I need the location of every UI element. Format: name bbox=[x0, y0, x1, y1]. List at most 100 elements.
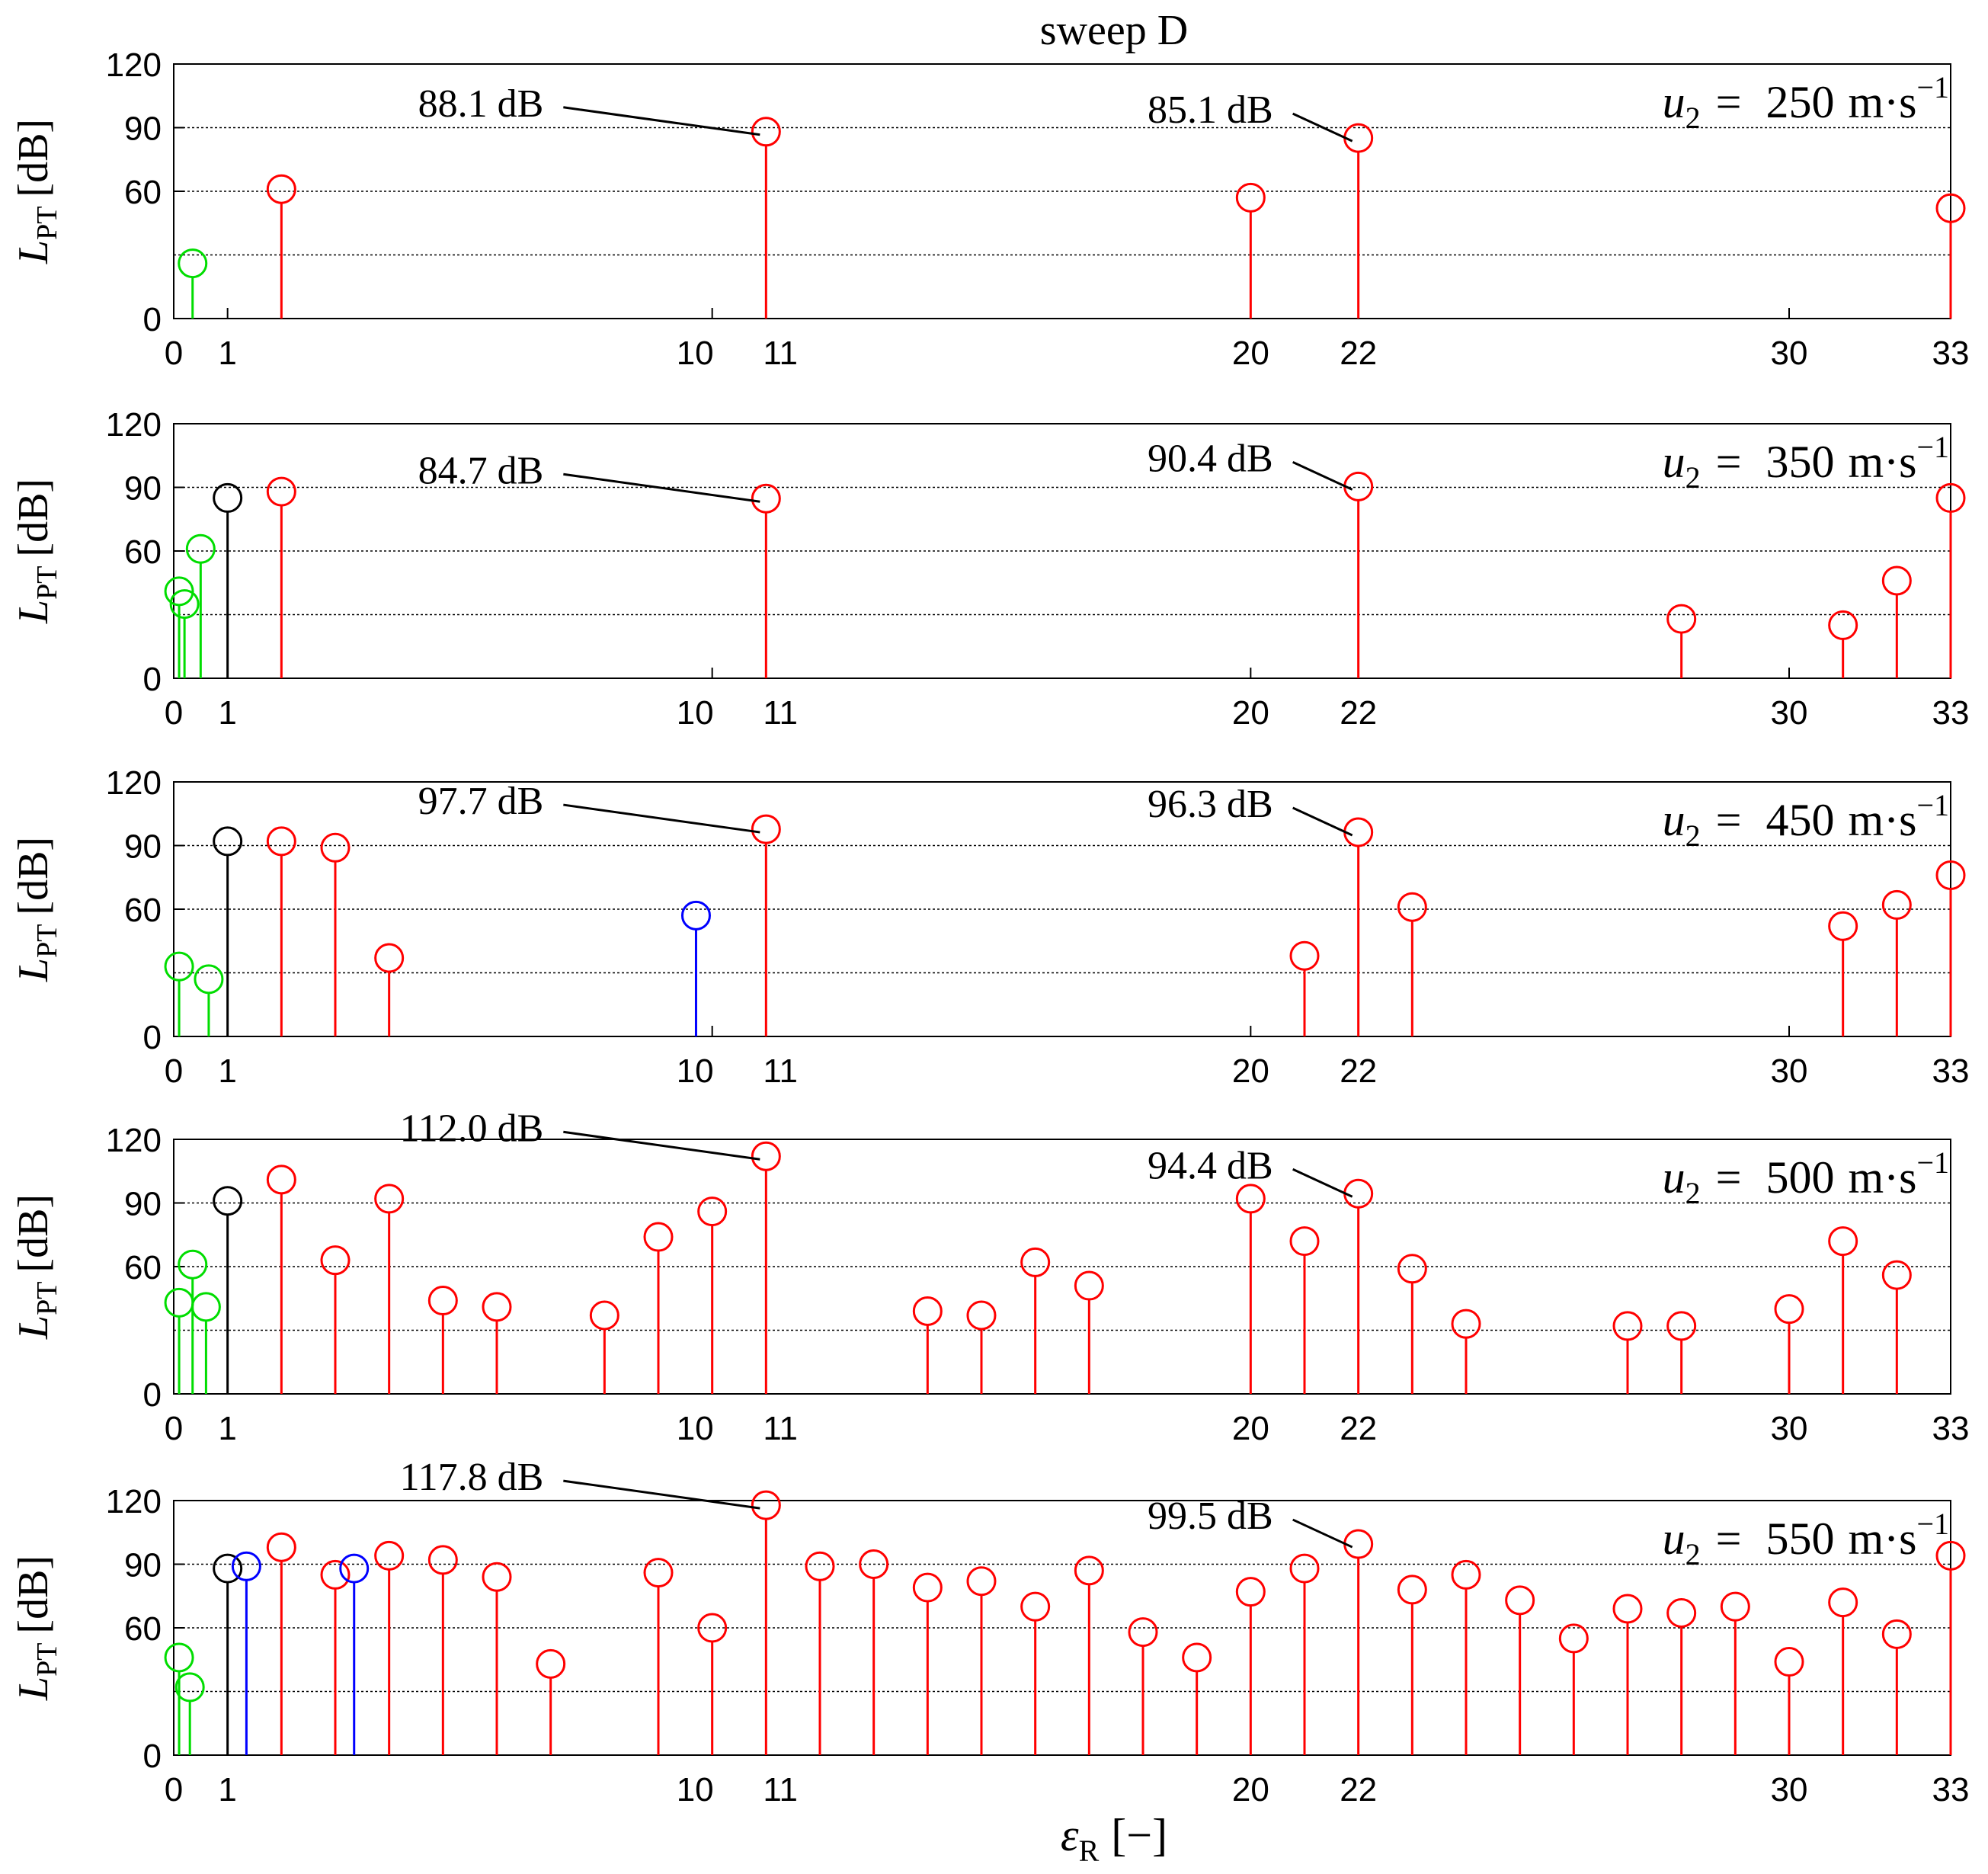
stem-marker bbox=[1074, 1555, 1104, 1586]
annotation-text: 88.1 dB bbox=[418, 82, 544, 126]
stem-marker bbox=[169, 589, 200, 620]
stem-red bbox=[482, 1562, 512, 1755]
stem-red bbox=[1558, 1623, 1589, 1755]
stem-marker bbox=[374, 943, 405, 973]
stem-red bbox=[1612, 1594, 1643, 1755]
speed-unit: m·s bbox=[1848, 77, 1916, 127]
peak-annotation: 96.3 dB bbox=[1148, 783, 1353, 837]
y-tick-label: 90 bbox=[124, 1547, 162, 1584]
stem-red bbox=[1289, 940, 1320, 1036]
speed-label: u2 = 350 m·s−1 bbox=[1663, 430, 1949, 495]
y-axis-symbol: L bbox=[10, 1315, 57, 1340]
stem-black bbox=[213, 826, 243, 1036]
peak-annotation: 112.0 dB bbox=[400, 1107, 760, 1161]
stem-marker bbox=[697, 1613, 728, 1643]
x-tick-label: 22 bbox=[1340, 1771, 1377, 1808]
x-tick-label: 20 bbox=[1232, 1410, 1269, 1447]
stem-red bbox=[1881, 565, 1912, 678]
stem-red bbox=[751, 1490, 781, 1755]
x-tick-label: 30 bbox=[1771, 335, 1808, 372]
stem-red bbox=[1881, 1260, 1912, 1394]
annotation-leader bbox=[563, 106, 760, 136]
stem-red bbox=[1666, 604, 1697, 678]
stem-green bbox=[169, 589, 200, 678]
stem-green bbox=[178, 1249, 208, 1394]
speed-equals: = bbox=[1716, 1152, 1742, 1203]
stem-marker bbox=[194, 964, 224, 995]
y-axis-label: LPT [dB] bbox=[10, 1555, 63, 1701]
stem-black bbox=[213, 482, 243, 678]
stem-marker bbox=[1828, 1226, 1858, 1257]
stem-red bbox=[374, 943, 405, 1036]
stem-red bbox=[1235, 1577, 1266, 1755]
stem-red bbox=[1074, 1555, 1104, 1755]
stem-marker bbox=[266, 174, 296, 204]
x-tick-label: 0 bbox=[165, 1052, 183, 1090]
x-tick-label: 1 bbox=[218, 694, 236, 732]
x-tick-label: 33 bbox=[1932, 335, 1970, 372]
speed-symbol: u bbox=[1663, 77, 1685, 127]
x-tick-label: 10 bbox=[677, 1052, 714, 1090]
stem-red bbox=[266, 1532, 296, 1755]
stem-red bbox=[859, 1549, 889, 1755]
stem-marker bbox=[185, 533, 216, 564]
x-tick-label: 22 bbox=[1340, 1410, 1377, 1447]
y-tick-label: 120 bbox=[106, 1483, 162, 1520]
stem-marker bbox=[266, 826, 296, 857]
stem-marker bbox=[190, 1292, 221, 1322]
stem-marker bbox=[751, 1490, 781, 1520]
annotation-leader bbox=[1292, 1168, 1353, 1198]
y-tick-label: 90 bbox=[124, 828, 162, 866]
stem-marker bbox=[1289, 1553, 1320, 1584]
stem-marker bbox=[1289, 1226, 1320, 1257]
annotation-text: 96.3 dB bbox=[1148, 783, 1273, 826]
speed-value: 350 bbox=[1766, 437, 1834, 487]
stem-marker bbox=[1774, 1294, 1804, 1325]
stem-marker bbox=[339, 1553, 370, 1584]
stem-red bbox=[912, 1296, 943, 1394]
peak-annotation: 85.1 dB bbox=[1148, 88, 1353, 143]
stem-marker bbox=[1020, 1247, 1051, 1277]
peak-annotation: 84.7 dB bbox=[418, 449, 760, 503]
stem-marker bbox=[751, 483, 781, 514]
annotation-leader bbox=[1292, 806, 1353, 837]
y-tick-label: 60 bbox=[124, 174, 162, 211]
speed-value: 250 bbox=[1766, 77, 1834, 127]
stem-red bbox=[697, 1196, 728, 1394]
stem-red bbox=[1451, 1309, 1481, 1394]
stem-marker bbox=[1235, 1184, 1266, 1214]
x-tick-label: 11 bbox=[763, 1410, 798, 1447]
stem-red bbox=[1397, 1254, 1427, 1394]
stem-marker bbox=[266, 1164, 296, 1195]
stem-marker bbox=[589, 1300, 619, 1331]
x-tick-label: 20 bbox=[1232, 1771, 1269, 1808]
y-tick-label: 120 bbox=[106, 406, 162, 444]
x-tick-label: 33 bbox=[1932, 1052, 1970, 1090]
annotation-leader bbox=[1292, 112, 1353, 143]
stem-black bbox=[213, 1553, 243, 1755]
stem-red bbox=[966, 1300, 997, 1394]
x-tick-label: 30 bbox=[1771, 694, 1808, 732]
x-tick-label: 0 bbox=[165, 694, 183, 732]
stem-green bbox=[185, 533, 216, 678]
stem-marker bbox=[1128, 1617, 1158, 1648]
speed-label: u2 = 500 m·s−1 bbox=[1663, 1145, 1949, 1210]
y-tick-label: 120 bbox=[106, 1122, 162, 1159]
stem-red bbox=[1020, 1591, 1051, 1755]
stem-red bbox=[751, 814, 781, 1036]
stem-green bbox=[164, 1642, 194, 1755]
stem-marker bbox=[1451, 1559, 1481, 1590]
annotation-leader bbox=[563, 803, 760, 834]
x-tick-label: 30 bbox=[1771, 1052, 1808, 1090]
y-axis-unit: [dB] bbox=[10, 119, 57, 197]
stem-marker bbox=[966, 1300, 997, 1331]
stem-marker bbox=[536, 1648, 566, 1679]
speed-value: 500 bbox=[1766, 1152, 1834, 1203]
stem-red bbox=[697, 1613, 728, 1755]
figure-title: sweep D bbox=[1040, 7, 1188, 54]
x-tick-label: 1 bbox=[218, 335, 236, 372]
speed-value: 450 bbox=[1766, 795, 1834, 845]
stem-red bbox=[1397, 1574, 1427, 1755]
speed-exponent: −1 bbox=[1916, 70, 1949, 104]
stem-marker bbox=[1828, 1587, 1858, 1618]
